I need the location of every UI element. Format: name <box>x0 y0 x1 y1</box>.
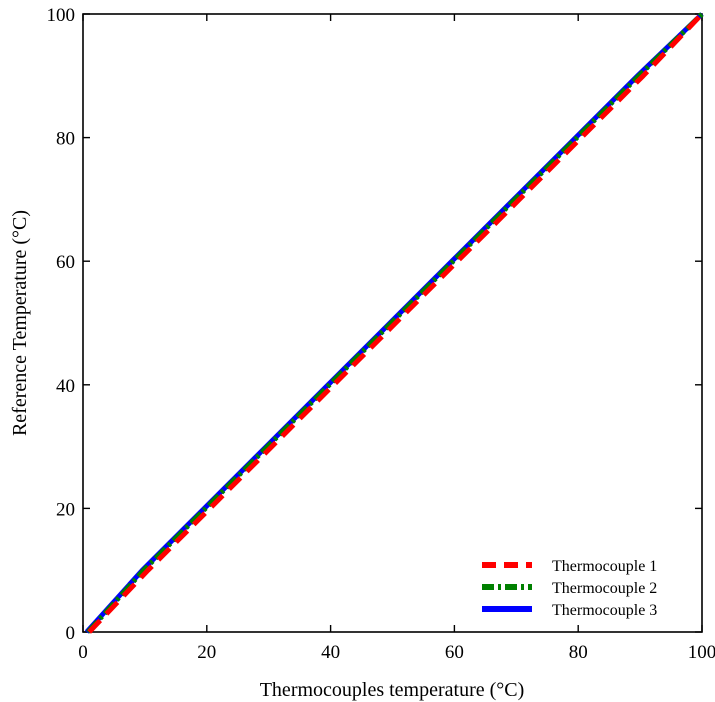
legend-label: Thermocouple 2 <box>552 580 657 597</box>
x-tick-label: 80 <box>569 642 588 663</box>
y-axis-label: Reference Temperature (°C) <box>9 210 31 436</box>
y-tick-label: 20 <box>56 499 75 520</box>
y-tick-label: 100 <box>47 5 76 26</box>
y-tick-label: 0 <box>66 623 76 644</box>
x-tick-label: 0 <box>78 642 88 663</box>
x-axis-label: Thermocouples temperature (°C) <box>260 679 525 701</box>
series-line-thermocouple-2 <box>86 12 704 634</box>
y-tick-label: 60 <box>56 252 75 273</box>
legend-label: Thermocouple 3 <box>552 602 657 619</box>
legend: Thermocouple 1 Thermocouple 2 Thermocouple… <box>482 558 657 619</box>
y-tick-label: 40 <box>56 376 75 397</box>
plot-frame <box>82 13 703 633</box>
series-lines <box>84 12 704 634</box>
y-tick-label: 80 <box>56 129 75 150</box>
series-line-thermocouple-1 <box>87 12 704 634</box>
tick-labels: 0 20 40 60 80 100 0 20 40 60 80 100 <box>47 5 715 663</box>
x-tick-label: 40 <box>321 642 340 663</box>
x-tick-label: 20 <box>197 642 216 663</box>
x-tick-label: 100 <box>688 642 715 663</box>
x-tick-label: 60 <box>445 642 464 663</box>
legend-label: Thermocouple 1 <box>552 558 657 575</box>
